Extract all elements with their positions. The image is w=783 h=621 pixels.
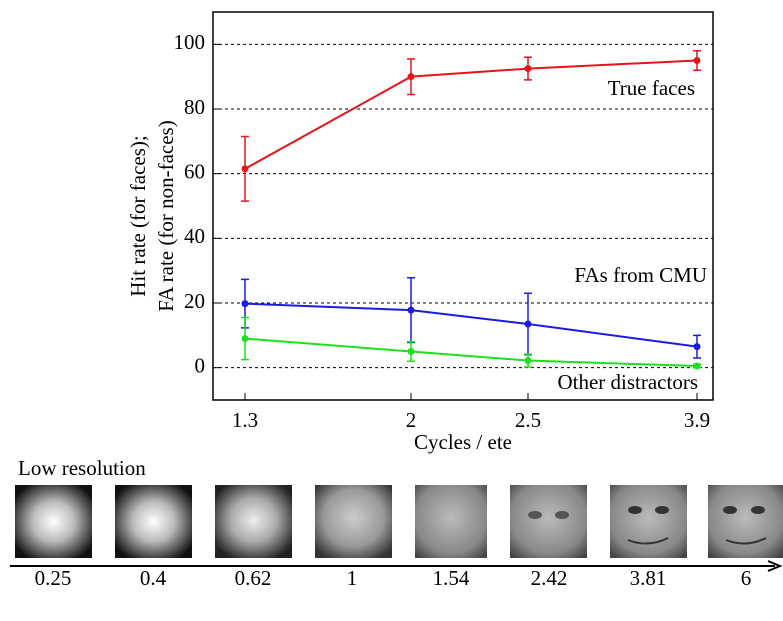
y-tick-label: 100 [174,30,206,54]
series-label: Other distractors [557,370,698,394]
resolution-label: 0.25 [35,566,72,590]
y-tick-label: 60 [184,159,205,183]
face-images [15,485,783,558]
data-point [407,348,415,355]
y-tick-label: 80 [184,95,205,119]
face-eye [555,511,569,519]
x-tick-label: 1.3 [232,408,258,432]
data-point [524,65,532,73]
data-point [524,320,532,328]
data-point [693,57,701,64]
face-image [215,485,292,558]
series-line [244,337,698,368]
data-point [693,343,701,351]
data-point [693,362,701,370]
face-mouth [627,537,669,545]
x-axis-label: Cycles / ete [414,430,512,454]
y-tick-label: 0 [195,353,206,377]
face-image [115,485,192,558]
series-line [244,59,698,170]
face-mouth [725,537,767,545]
face-eye [723,506,737,514]
data-point [241,165,249,173]
series-label: True faces [608,76,695,100]
face-image [510,485,587,558]
data-point [407,306,415,314]
x-tick-label: 2 [406,408,417,432]
axis-arrow [767,560,783,572]
face-eye [655,506,669,514]
resolution-label: 0.62 [235,566,272,590]
resolution-label: 1.54 [433,566,470,590]
plot-frame [212,11,714,401]
y-axis-label: FA rate (for non-faces) [154,120,178,311]
x-tick-label: 2.5 [515,408,541,432]
face-eye [628,506,642,514]
series-line [244,302,698,348]
data-point [241,335,249,343]
data-point [407,73,415,81]
data-point [524,357,532,365]
resolution-label: 2.42 [531,566,568,590]
strip-title: Low resolution [18,456,146,480]
face-eye [528,511,542,519]
resolution-label: 1 [347,566,358,590]
resolution-label: 3.81 [630,566,667,590]
face-image [415,485,487,558]
series-label: FAs from CMU [574,263,707,287]
face-image [610,485,687,558]
face-image [15,485,92,558]
face-image [315,485,392,558]
resolution-label: 0.4 [140,566,167,590]
face-eye [751,506,765,514]
resolution-label: 6 [741,566,752,590]
y-tick-label: 40 [184,224,205,248]
data-point [241,300,249,308]
y-axis-label: Hit rate (for faces); [126,135,150,297]
face-image [708,485,783,558]
x-tick-label: 3.9 [684,408,710,432]
y-tick-label: 20 [184,289,205,313]
